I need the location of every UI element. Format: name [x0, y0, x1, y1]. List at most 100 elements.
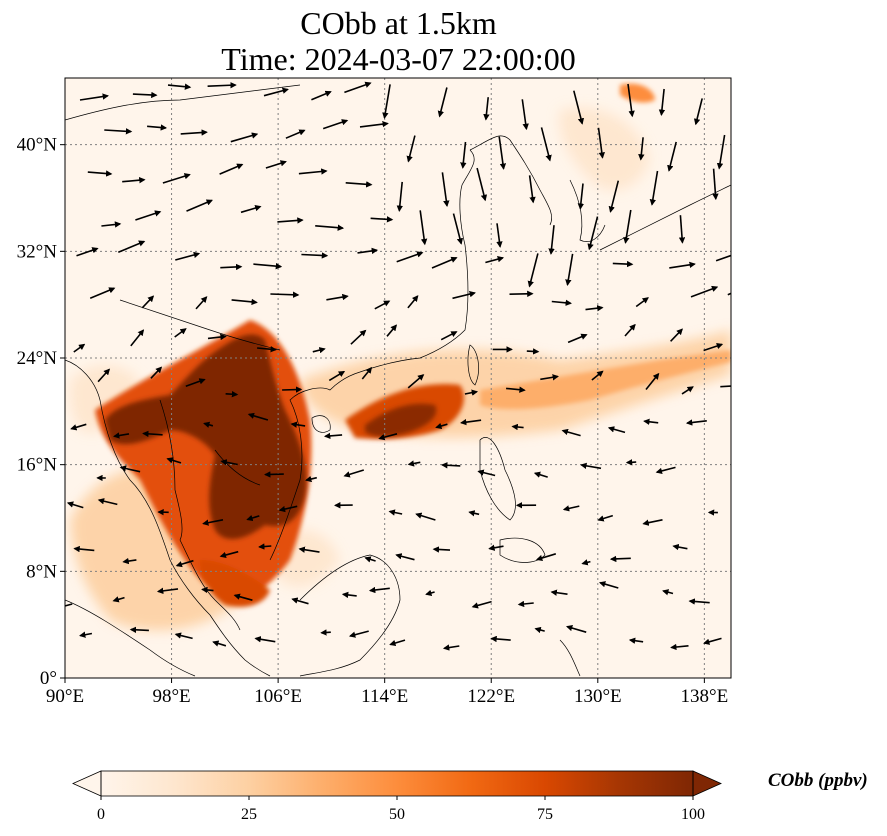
wind-arrow-7: [382, 84, 391, 120]
wind-arrow-118: [720, 385, 731, 388]
wind-arrow-6: [344, 81, 372, 94]
wind-arrow-187: [517, 600, 534, 608]
wind-arrow-89: [73, 343, 86, 353]
wind-arrow-145: [580, 462, 602, 470]
border-inland-2: [65, 84, 301, 121]
wind-arrow-1: [132, 91, 158, 99]
wind-arrow-33: [219, 163, 244, 175]
wind-arrow-144: [533, 471, 548, 478]
wind-arrow-72: [669, 261, 696, 269]
wind-arrow-99: [526, 348, 540, 355]
wind-arrow-29: [716, 134, 726, 170]
wind-arrow-202: [534, 626, 545, 634]
wind-arrow-181: [233, 593, 253, 601]
wind-arrow-93: [257, 346, 277, 353]
wind-arrow-70: [565, 253, 574, 286]
wind-arrow-120: [113, 432, 130, 439]
coast-sumatra: [65, 599, 196, 677]
colorbar-label: CObb (ppbv): [768, 770, 868, 791]
coast-china-north: [469, 135, 553, 226]
wind-arrow-69: [527, 253, 539, 288]
wind-arrow-180: [201, 586, 214, 594]
wind-arrow-105: [150, 366, 163, 379]
wind-arrow-206: [703, 637, 722, 645]
wind-arrow-11: [573, 90, 585, 125]
plume-medium-malay: [200, 560, 270, 607]
wind-arrow-44: [712, 168, 719, 201]
wind-arrow-51: [370, 216, 394, 223]
lat-tick-label-0: 0°: [40, 668, 57, 689]
plume-light-north: [559, 107, 650, 191]
wind-arrow-22: [406, 135, 416, 163]
wind-arrow-171: [432, 546, 451, 553]
wind-arrow-58: [678, 215, 686, 244]
wind-arrow-64: [301, 252, 329, 259]
colorbar-tick-label-2: 50: [389, 806, 405, 823]
wind-arrow-124: [290, 421, 306, 428]
wind-arrow-111: [407, 374, 425, 389]
wind-arrow-203: [565, 624, 587, 633]
wind-arrow-119: [70, 423, 87, 431]
border-inland-4: [214, 449, 261, 486]
wind-arrow-126: [378, 433, 398, 441]
wind-arrow-143: [477, 469, 496, 477]
wind-arrow-79: [326, 293, 349, 301]
plot-title-line-1: CObb at 1.5km: [300, 5, 497, 41]
wind-arrow-192: [79, 631, 93, 638]
coast-hainan: [311, 415, 331, 433]
wind-arrow-199: [389, 639, 406, 647]
wind-arrow-81: [407, 295, 419, 309]
lon-tick-label-0: 90°E: [46, 686, 84, 707]
wind-arrow-147: [655, 466, 676, 475]
lat-tick-label-3: 24°N: [17, 348, 58, 369]
wind-arrow-39: [476, 167, 488, 202]
wind-arrow-197: [320, 629, 331, 636]
colorbar: 0 25 50 75 100: [72, 770, 722, 823]
wind-arrow-12: [627, 83, 635, 118]
wind-arrow-40: [528, 175, 536, 204]
wind-arrow-191: [688, 598, 710, 605]
wind-arrow-189: [598, 581, 619, 589]
wind-arrow-24: [498, 136, 507, 170]
wind-arrow-65: [357, 247, 379, 255]
wind-arrow-68: [485, 256, 505, 264]
border-inland-1: [119, 299, 281, 351]
colorbar-tick-label-3: 75: [537, 806, 553, 823]
lon-tick-label-4: 122°E: [467, 686, 515, 707]
wind-arrow-77: [231, 298, 258, 306]
wind-arrow-165: [175, 559, 194, 568]
lat-tick-label-5: 40°N: [17, 135, 58, 156]
wind-arrow-63: [253, 262, 283, 270]
wind-arrow-108: [282, 386, 303, 393]
wind-arrow-50: [315, 224, 345, 231]
lat-tick-label-1: 8°N: [26, 561, 57, 582]
wind-arrow-137: [220, 459, 238, 466]
wind-arrow-92: [207, 333, 227, 341]
plume-dark-core: [105, 334, 307, 540]
wind-arrow-85: [585, 305, 604, 312]
wind-arrow-156: [415, 512, 436, 521]
wind-arrow-148: [66, 501, 84, 509]
wind-arrow-73: [715, 254, 731, 262]
wind-arrow-170: [395, 553, 415, 561]
wind-arrow-53: [452, 213, 464, 245]
wind-arrow-142: [441, 462, 461, 469]
colorbar-tick-label-4: 100: [681, 806, 705, 823]
wind-arrow-184: [368, 586, 390, 594]
wind-arrow-149: [97, 498, 118, 506]
wind-arrow-152: [246, 514, 260, 522]
wind-arrow-175: [609, 555, 631, 563]
wind-arrow-166: [219, 550, 239, 559]
wind-arrow-188: [550, 589, 568, 596]
wind-arrow-200: [442, 644, 460, 651]
wind-arrow-31: [122, 176, 146, 184]
plume-light-southwest: [70, 467, 240, 631]
wind-arrow-167: [258, 543, 272, 550]
wind-arrow-26: [597, 127, 605, 159]
wind-arrow-201: [490, 635, 511, 643]
plume-medium-east: [480, 350, 731, 410]
wind-arrow-204: [628, 637, 644, 644]
wind-arrow-133: [685, 419, 707, 426]
wind-arrow-96: [386, 324, 398, 337]
coast-indochina-east: [269, 149, 475, 561]
